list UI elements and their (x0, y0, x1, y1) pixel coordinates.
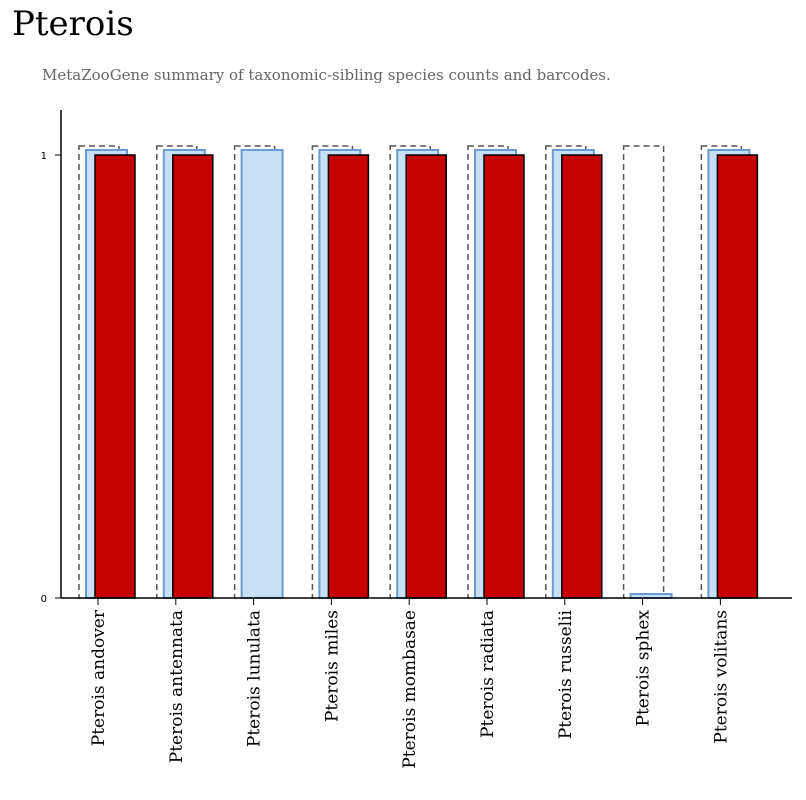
y-axis-ticks: 01 (41, 151, 61, 605)
x-tick-label: Pterois russelii (556, 609, 576, 739)
bar-barcode-pterois-andover (94, 154, 136, 599)
bar-barcode-pterois-russelii (561, 154, 603, 599)
x-tick-label: Pterois sphex (634, 610, 654, 727)
bar-barcode-pterois-radiata (483, 154, 525, 599)
x-axis-labels: Pterois andover Pterois antennata Pterois … (89, 598, 731, 769)
chart-marks (78, 145, 759, 599)
bar-species-pterois-lunulata (240, 149, 284, 599)
x-tick-label: Pterois volitans (711, 610, 731, 744)
x-tick-label: Pterois lunulata (245, 610, 265, 747)
bar-total-pterois-sphex (622, 145, 665, 599)
chart-subtitle: MetaZooGene summary of taxonomic-sibling… (42, 66, 611, 84)
bar-barcode-pterois-antennata (172, 154, 214, 599)
bar-barcode-pterois-miles (327, 154, 370, 599)
x-tick-label: Pterois mombasae (400, 610, 420, 769)
y-tick-label: 1 (41, 151, 47, 162)
bar-barcode-pterois-mombasae (405, 154, 447, 599)
x-tick-label: Pterois miles (322, 610, 342, 722)
x-tick-label: Pterois andover (89, 609, 109, 746)
bar-barcode-pterois-volitans (716, 154, 759, 599)
chart-title: Pterois (12, 4, 134, 44)
x-tick-label: Pterois radiata (478, 610, 498, 738)
x-tick-label: Pterois antennata (167, 610, 187, 763)
y-tick-label: 0 (41, 594, 47, 605)
